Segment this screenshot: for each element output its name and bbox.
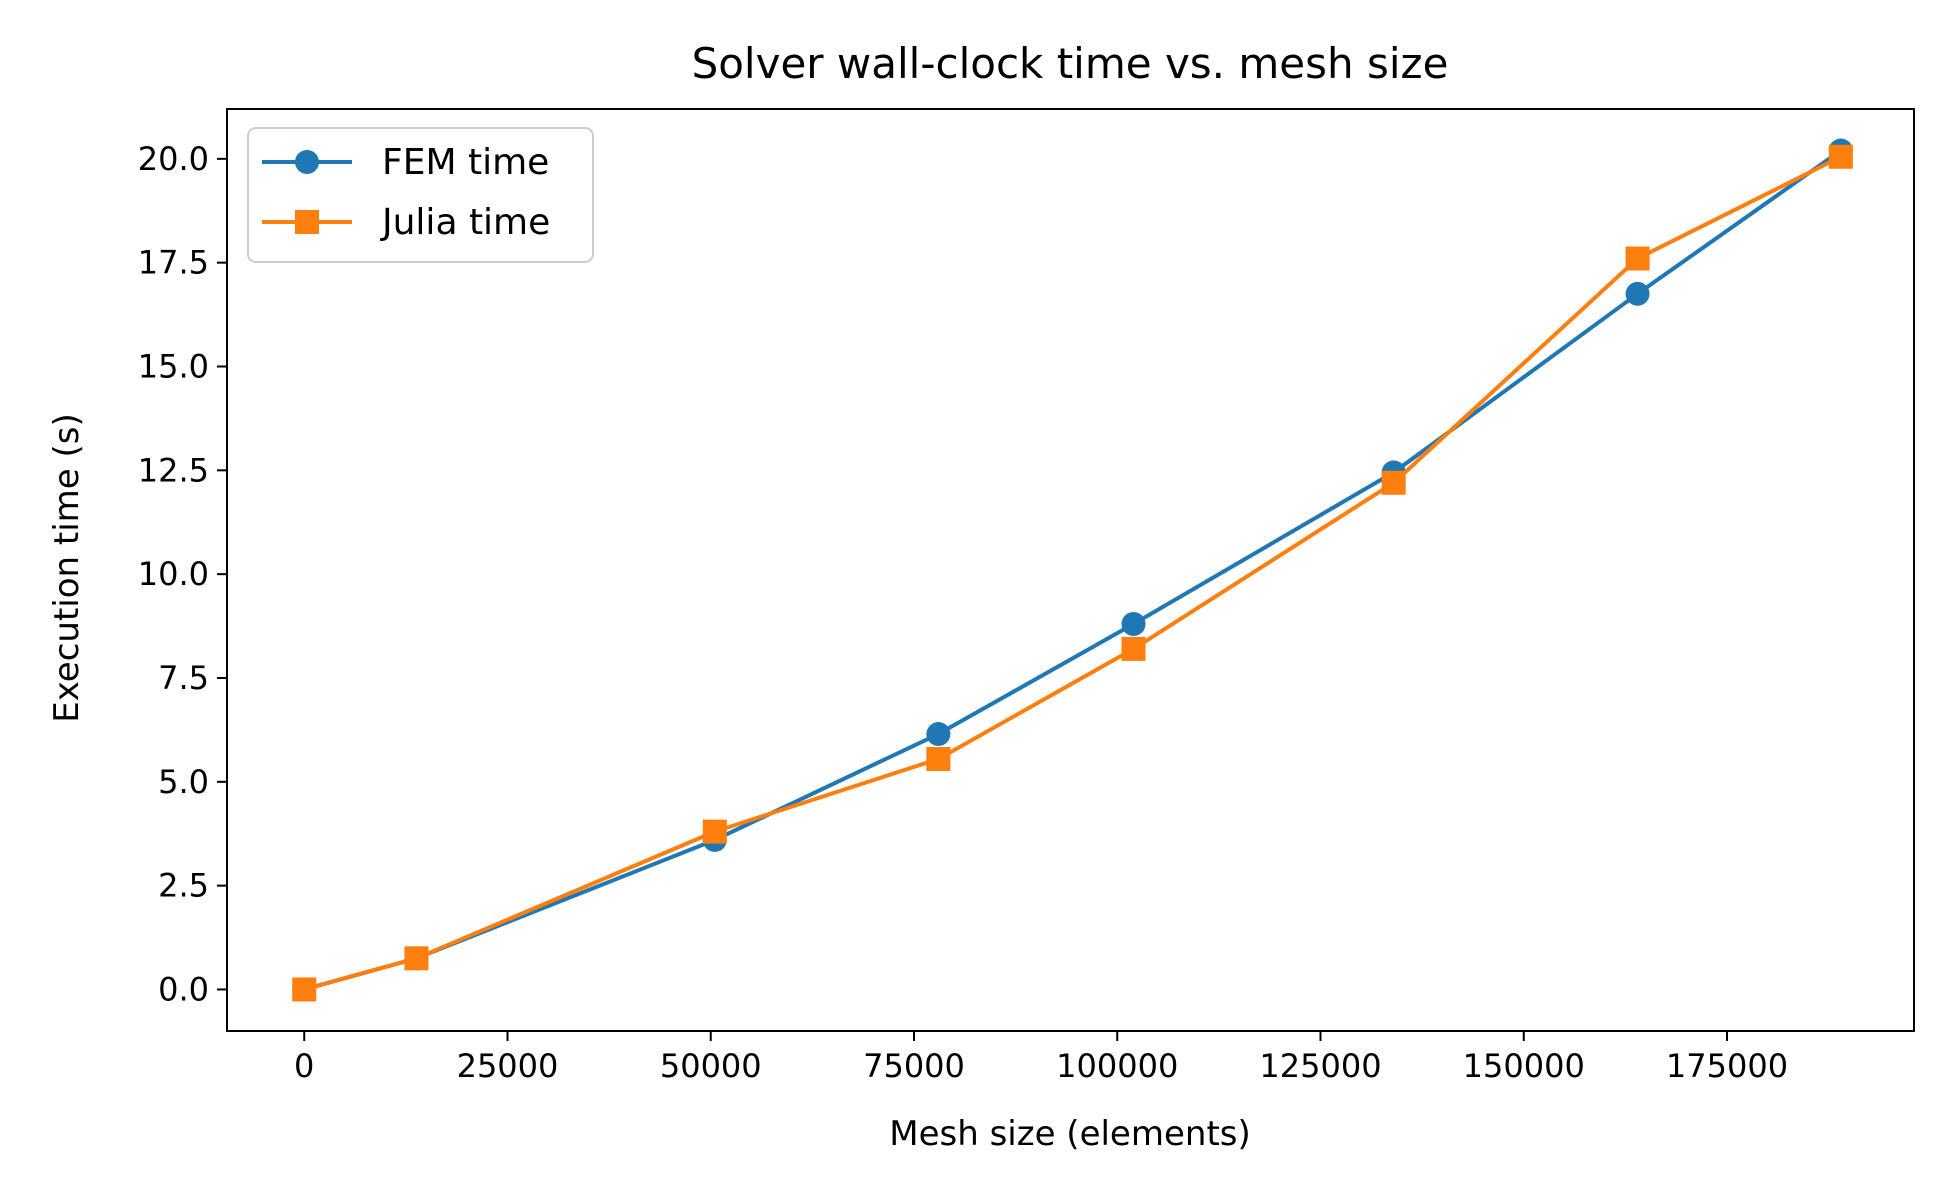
- x-tick-label: 150000: [1463, 1047, 1585, 1085]
- chart-title: Solver wall-clock time vs. mesh size: [692, 39, 1449, 88]
- y-axis-label: Execution time (s): [47, 413, 87, 723]
- x-tick-label: 0: [294, 1047, 314, 1085]
- data-point: [1121, 636, 1146, 661]
- x-tick-label: 75000: [863, 1047, 965, 1085]
- data-point: [926, 746, 951, 771]
- x-axis-ticks: 0 25000 50000 75000 100000 125000 150000 175000: [294, 1031, 1788, 1085]
- y-tick-label: 2.5: [158, 867, 209, 905]
- series-layer: [292, 138, 1853, 1002]
- legend-item-julia: Julia time: [262, 202, 550, 243]
- data-point: [404, 946, 429, 971]
- data-point: [1381, 470, 1406, 495]
- x-tick-label: 50000: [660, 1047, 762, 1085]
- y-tick-label: 15.0: [138, 347, 209, 385]
- y-axis-ticks: 0.0 2.5 5.0 7.5 10.0 12.5 15.0 17.5 20.0: [138, 140, 227, 1008]
- legend-julia-label: Julia time: [380, 202, 550, 243]
- legend-julia-marker: [295, 210, 319, 234]
- legend-fem-label: FEM time: [382, 142, 549, 183]
- legend-fem-marker: [295, 150, 319, 174]
- y-tick-label: 5.0: [158, 763, 209, 801]
- x-tick-label: 175000: [1666, 1047, 1788, 1085]
- data-point: [1625, 246, 1650, 271]
- legend-item-fem: FEM time: [262, 142, 549, 183]
- data-point: [1828, 144, 1853, 169]
- data-point: [702, 819, 727, 844]
- y-tick-label: 0.0: [158, 970, 209, 1008]
- legend: FEM time Julia time: [247, 127, 594, 263]
- x-tick-label: 25000: [457, 1047, 559, 1085]
- x-tick-label: 100000: [1056, 1047, 1178, 1085]
- y-tick-label: 7.5: [158, 659, 209, 697]
- y-tick-label: 10.0: [138, 555, 209, 593]
- data-point: [1625, 281, 1650, 306]
- series-line: [302, 154, 1843, 992]
- x-axis-label: Mesh size (elements): [889, 1114, 1251, 1154]
- data-point: [1121, 611, 1146, 636]
- plot-frame: [226, 108, 1915, 1032]
- y-tick-label: 17.5: [138, 244, 209, 282]
- series-julia-time: [292, 144, 1853, 1002]
- data-point: [926, 722, 951, 747]
- data-point: [292, 977, 317, 1002]
- x-tick-label: 125000: [1259, 1047, 1381, 1085]
- y-tick-label: 20.0: [138, 140, 209, 178]
- y-tick-label: 12.5: [138, 451, 209, 489]
